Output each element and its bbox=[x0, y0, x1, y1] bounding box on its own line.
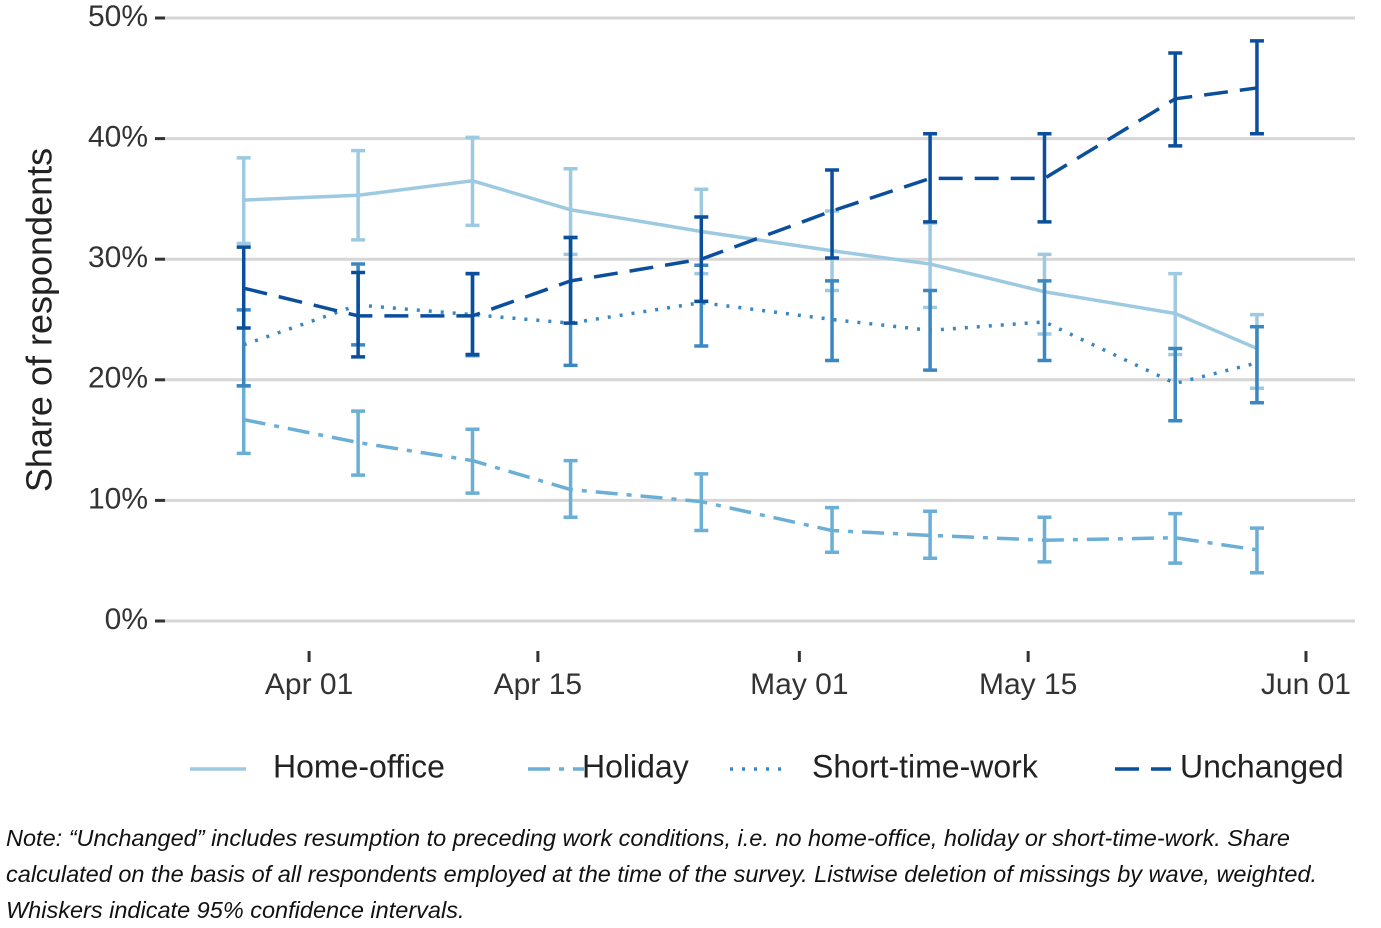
error-bar bbox=[1249, 324, 1264, 405]
y-tick-label: 0% bbox=[105, 603, 148, 636]
y-tick-label: 10% bbox=[88, 482, 148, 515]
error-bar bbox=[236, 156, 251, 246]
error-bar bbox=[351, 409, 366, 477]
y-tick-label: 20% bbox=[88, 362, 148, 395]
series-line bbox=[243, 179, 1258, 351]
error-bar bbox=[1249, 39, 1264, 136]
note: Note: “Unchanged” includes resumption to… bbox=[6, 825, 1318, 923]
error-bar bbox=[1037, 132, 1052, 224]
y-tick-label: 40% bbox=[88, 121, 148, 154]
x-tick-label: May 15 bbox=[979, 668, 1077, 701]
y-tick-label: 50% bbox=[88, 0, 148, 33]
series-line bbox=[243, 417, 1258, 552]
y-tick-label: 30% bbox=[88, 241, 148, 274]
error-bar bbox=[1249, 526, 1264, 575]
legend-label: Short-time-work bbox=[812, 748, 1039, 784]
x-tick-label: Apr 01 bbox=[265, 668, 353, 701]
error-bar bbox=[923, 132, 938, 224]
error-bar bbox=[1037, 279, 1052, 363]
chart: Share of respondents 0% 10% 20% 30% 40% 50% Ap… bbox=[19, 0, 1355, 784]
error-bar bbox=[236, 245, 251, 330]
x-tick-label: Jun 01 bbox=[1261, 668, 1351, 701]
error-bar bbox=[923, 509, 938, 561]
error-bar bbox=[825, 279, 840, 363]
legend-label: Holiday bbox=[582, 748, 689, 784]
error-bar bbox=[1168, 346, 1183, 423]
error-bar bbox=[825, 168, 840, 260]
y-axis-label: Share of respondents bbox=[19, 148, 60, 492]
error-bar bbox=[1168, 511, 1183, 565]
series-line bbox=[243, 86, 1258, 318]
legend-label: Unchanged bbox=[1180, 748, 1344, 784]
legend-label: Home-office bbox=[273, 748, 445, 784]
x-tick-label: May 01 bbox=[750, 668, 848, 701]
x-tick-label: Apr 15 bbox=[494, 668, 582, 701]
